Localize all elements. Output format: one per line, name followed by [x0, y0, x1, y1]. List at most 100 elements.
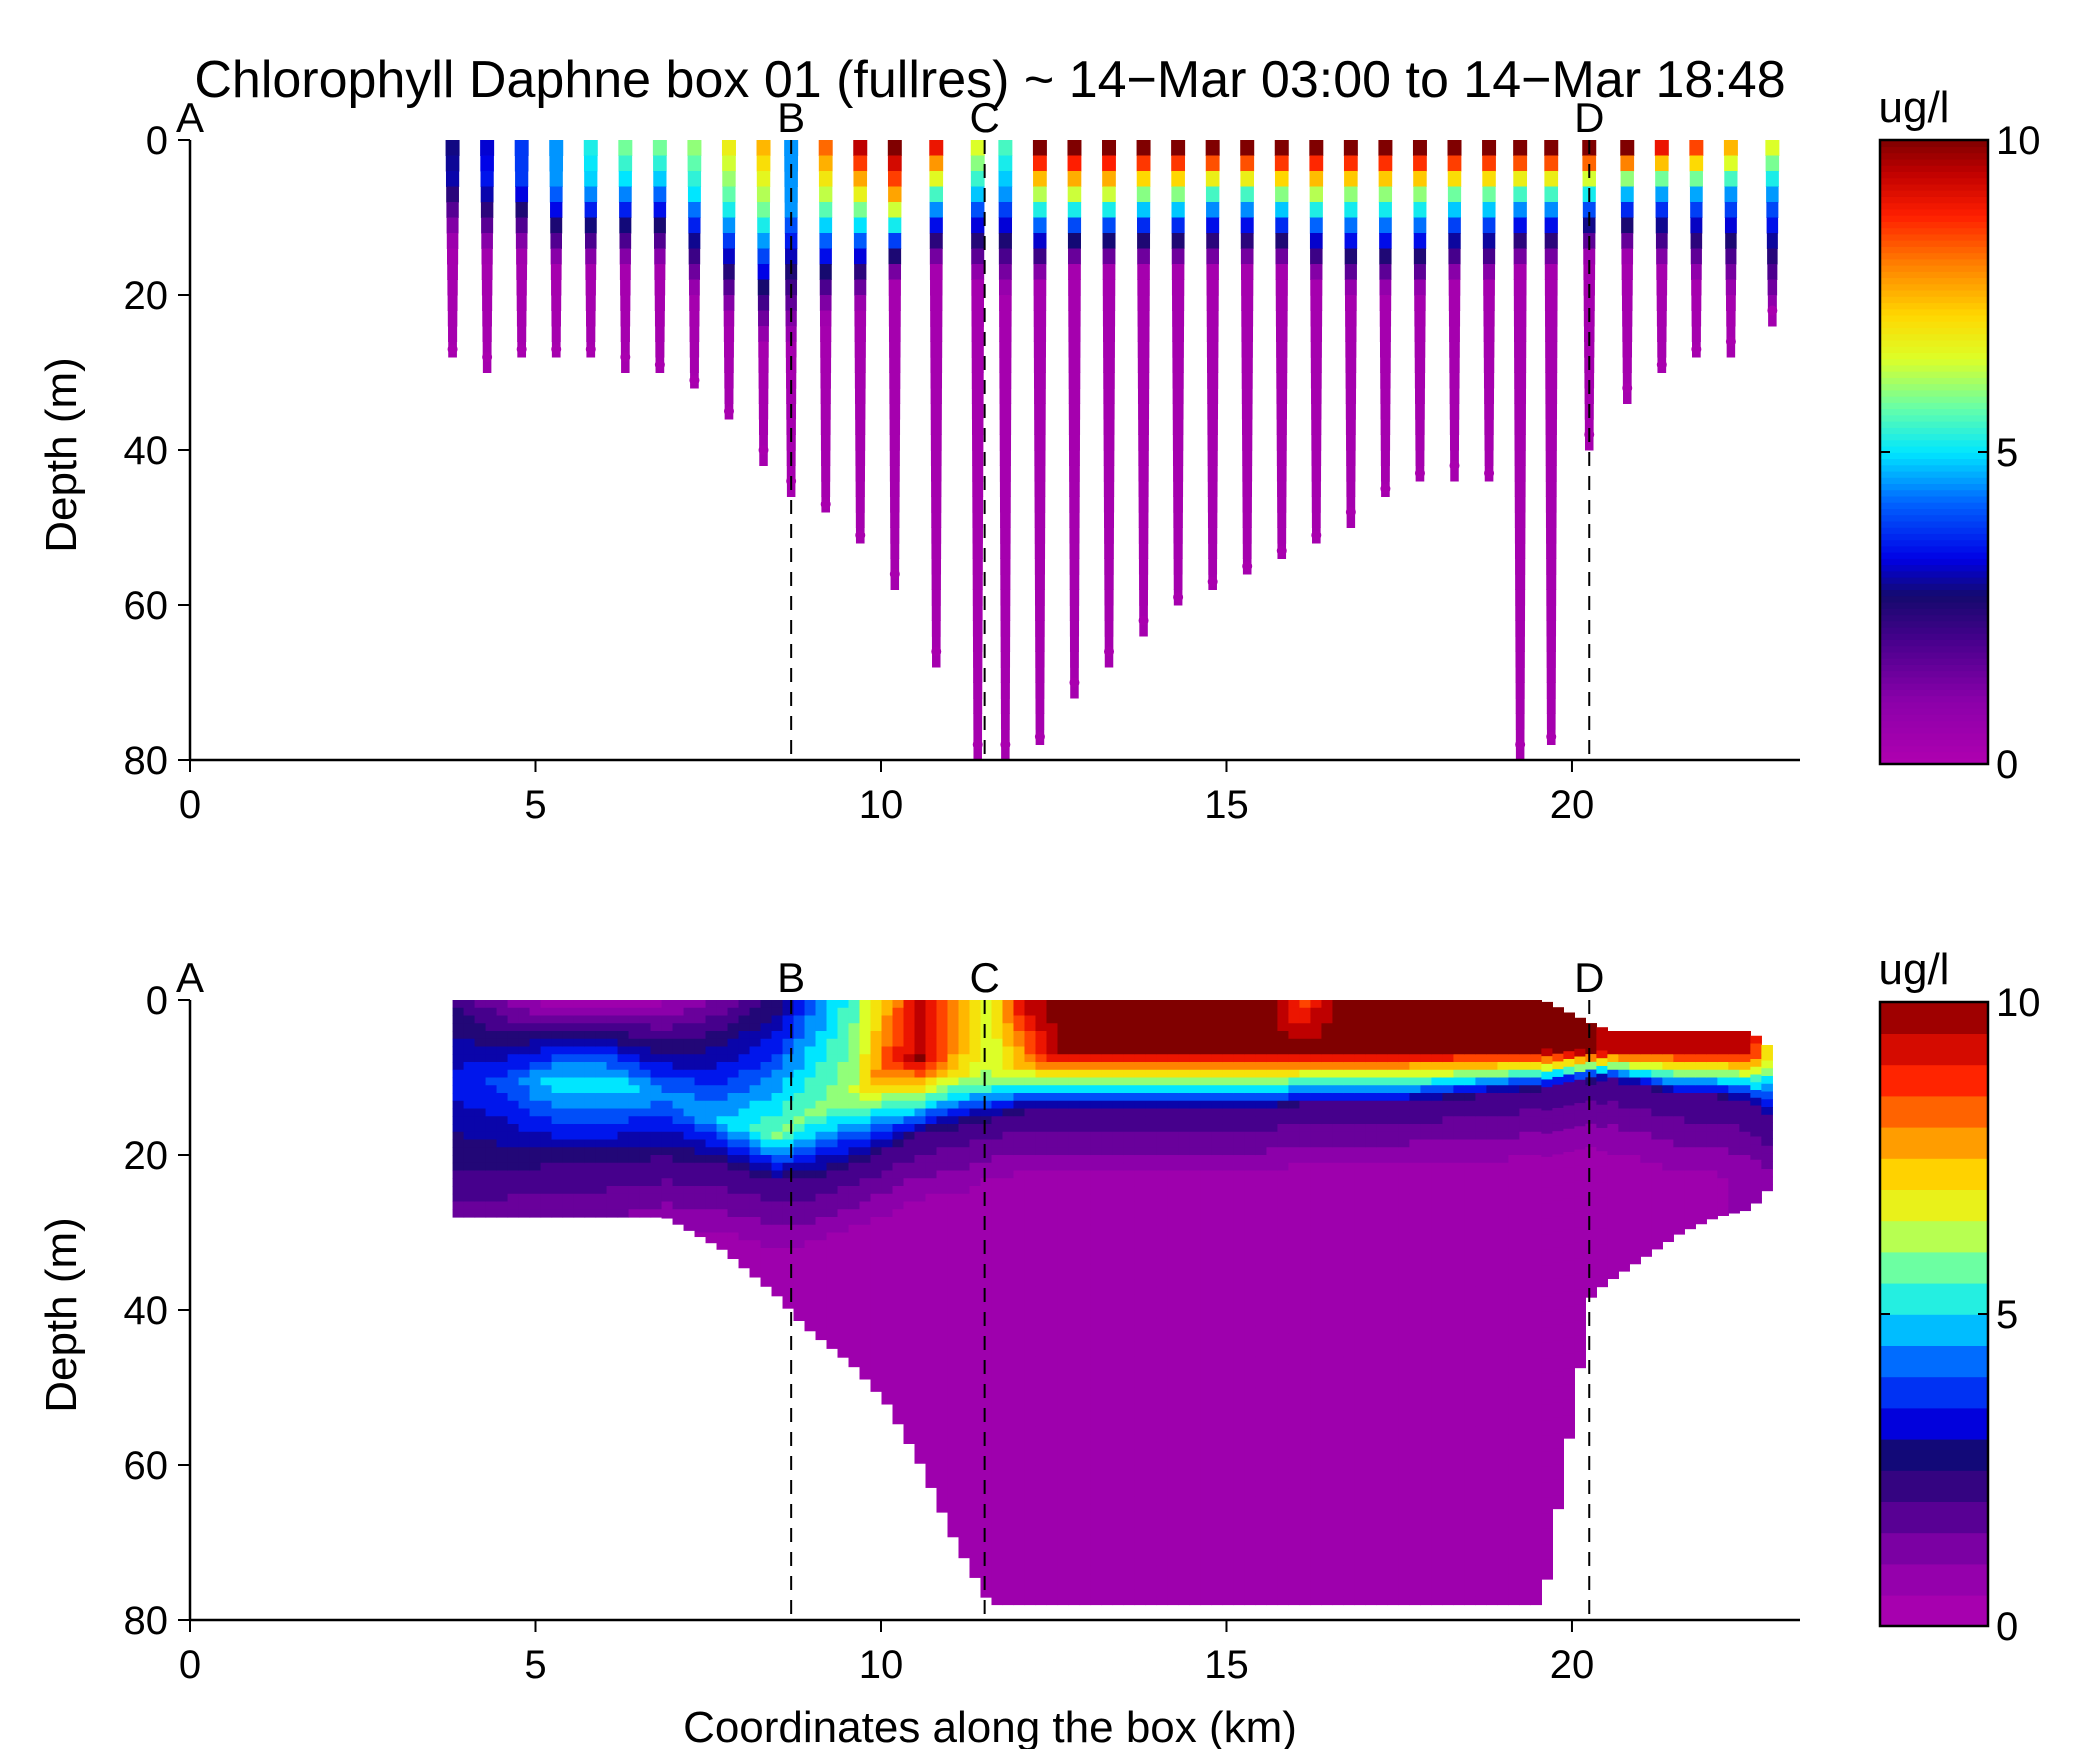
svg-text:60: 60 [124, 584, 169, 628]
profile-cast [549, 140, 564, 358]
profile-cast [853, 140, 868, 544]
profile-cast [1654, 140, 1669, 373]
bottom-x-tick: 10 [859, 1620, 903, 1687]
profile-cast [652, 140, 667, 373]
top-colorbar-tick: 10 [1880, 119, 2041, 163]
profile-cast [445, 140, 460, 358]
top-x-tick: 20 [1550, 760, 1595, 827]
svg-text:20: 20 [1550, 783, 1595, 827]
bottom-x-tick: 20 [1550, 1620, 1594, 1687]
profile-cast [618, 140, 633, 373]
top-profile-scatter [445, 140, 1780, 760]
bottom-xlabel: Coordinates along the box (km) [683, 1703, 1297, 1749]
figure-title: Chlorophyll Daphne box 01 (fullres) ~ 14… [194, 51, 1785, 109]
profile-cast [1482, 140, 1497, 482]
svg-text:20: 20 [124, 274, 169, 318]
bottom-ylabel: Depth (m) [37, 1217, 86, 1413]
profile-cast [1343, 140, 1358, 528]
top-colorbar-tick: 0 [1880, 743, 2018, 787]
bottom-contour-field [452, 1000, 1773, 1606]
svg-text:10: 10 [1996, 119, 2041, 163]
bottom-x-tick: 15 [1204, 1620, 1249, 1687]
profile-cast [583, 140, 598, 358]
svg-text:15: 15 [1204, 783, 1249, 827]
profile-cast [1205, 140, 1220, 590]
top-colorbar-tick: 5 [1880, 431, 2018, 475]
profile-cast [1412, 140, 1427, 482]
profile-cast [1171, 140, 1186, 606]
top-axes: 0 5 10 15 20 0 20 40 60 80 [124, 119, 1800, 827]
profile-cast [1723, 140, 1738, 358]
profile-cast [1620, 140, 1635, 404]
bottom-y-tick: 0 [146, 979, 190, 1023]
section-marker-d: D [1574, 954, 1604, 1620]
svg-text:B: B [777, 94, 805, 141]
bottom-x-tick: 5 [524, 1620, 547, 1687]
profile-cast [970, 140, 985, 760]
profile-cast [480, 140, 495, 373]
profile-cast [1544, 140, 1559, 745]
profile-cast [1240, 140, 1255, 575]
profile-cast [1067, 140, 1082, 699]
profile-cast [887, 140, 902, 590]
profile-cast [1513, 140, 1528, 760]
section-marker-d: D [1574, 94, 1604, 760]
svg-text:A: A [176, 94, 204, 141]
top-colorbar: ug/l 10 5 0 [1879, 83, 2041, 787]
profile-cast [818, 140, 833, 513]
profile-cast [1765, 140, 1780, 327]
bottom-colorbar-tick: 0 [1880, 1605, 2018, 1649]
section-marker-a: A [176, 94, 204, 141]
profile-cast [1309, 140, 1324, 544]
profile-cast [1447, 140, 1462, 482]
top-y-tick: 80 [124, 739, 190, 783]
profile-cast [1689, 140, 1704, 358]
profile-cast [1102, 140, 1117, 668]
svg-text:C: C [969, 94, 999, 141]
top-x-tick: 15 [1204, 760, 1249, 827]
svg-text:10: 10 [859, 783, 904, 827]
profile-cast [998, 140, 1013, 760]
contour-cells [452, 1000, 1773, 1606]
top-x-tick: 10 [859, 760, 904, 827]
top-y-tick: 60 [124, 584, 190, 628]
profile-cast [929, 140, 944, 668]
svg-text:5: 5 [524, 783, 546, 827]
bottom-y-tick: 60 [124, 1444, 190, 1488]
bottom-colorbar-tick: 10 [1880, 981, 2041, 1025]
top-colorbar-label: ug/l [1879, 83, 1950, 132]
profile-cast [1274, 140, 1289, 559]
profile-cast [1032, 140, 1047, 745]
profile-cast [1136, 140, 1151, 637]
svg-text:5: 5 [1996, 431, 2018, 475]
profile-cast [721, 140, 736, 420]
bottom-colorbar: ug/l10 5 0 [1879, 945, 2041, 1649]
bottom-x-tick: 0 [179, 1620, 201, 1687]
bottom-y-tick: 80 [124, 1599, 190, 1643]
section-marker-b: B [777, 954, 805, 1620]
profile-cast [1378, 140, 1393, 497]
top-ylabel: Depth (m) [37, 357, 86, 553]
svg-text:80: 80 [124, 739, 169, 783]
profile-cast [687, 140, 702, 389]
top-x-tick: 5 [524, 760, 547, 827]
top-y-tick: 0 [146, 119, 190, 163]
section-marker-b: B [777, 94, 805, 760]
bottom-y-tick: 40 [124, 1289, 190, 1333]
bottom-colorbar-tick: 5 [1880, 1293, 2018, 1337]
top-y-tick: 20 [124, 274, 190, 318]
svg-text:40: 40 [124, 429, 169, 473]
svg-text:0: 0 [1996, 743, 2018, 787]
top-panel: A B C D 0 5 10 15 20 0 20 40 60 80 Depth (m) ug/l 10 5… [37, 83, 2041, 827]
svg-text:0: 0 [146, 119, 168, 163]
bottom-colorbar-label: ug/l [1879, 945, 1950, 994]
svg-text:0: 0 [179, 783, 201, 827]
profile-cast [514, 140, 529, 358]
top-section-markers: A B C D [176, 94, 1604, 760]
section-marker-c: C [969, 954, 1000, 1620]
section-marker-a: A [176, 954, 204, 1001]
profile-cast [756, 140, 771, 466]
bottom-y-tick: 20 [124, 1134, 190, 1178]
